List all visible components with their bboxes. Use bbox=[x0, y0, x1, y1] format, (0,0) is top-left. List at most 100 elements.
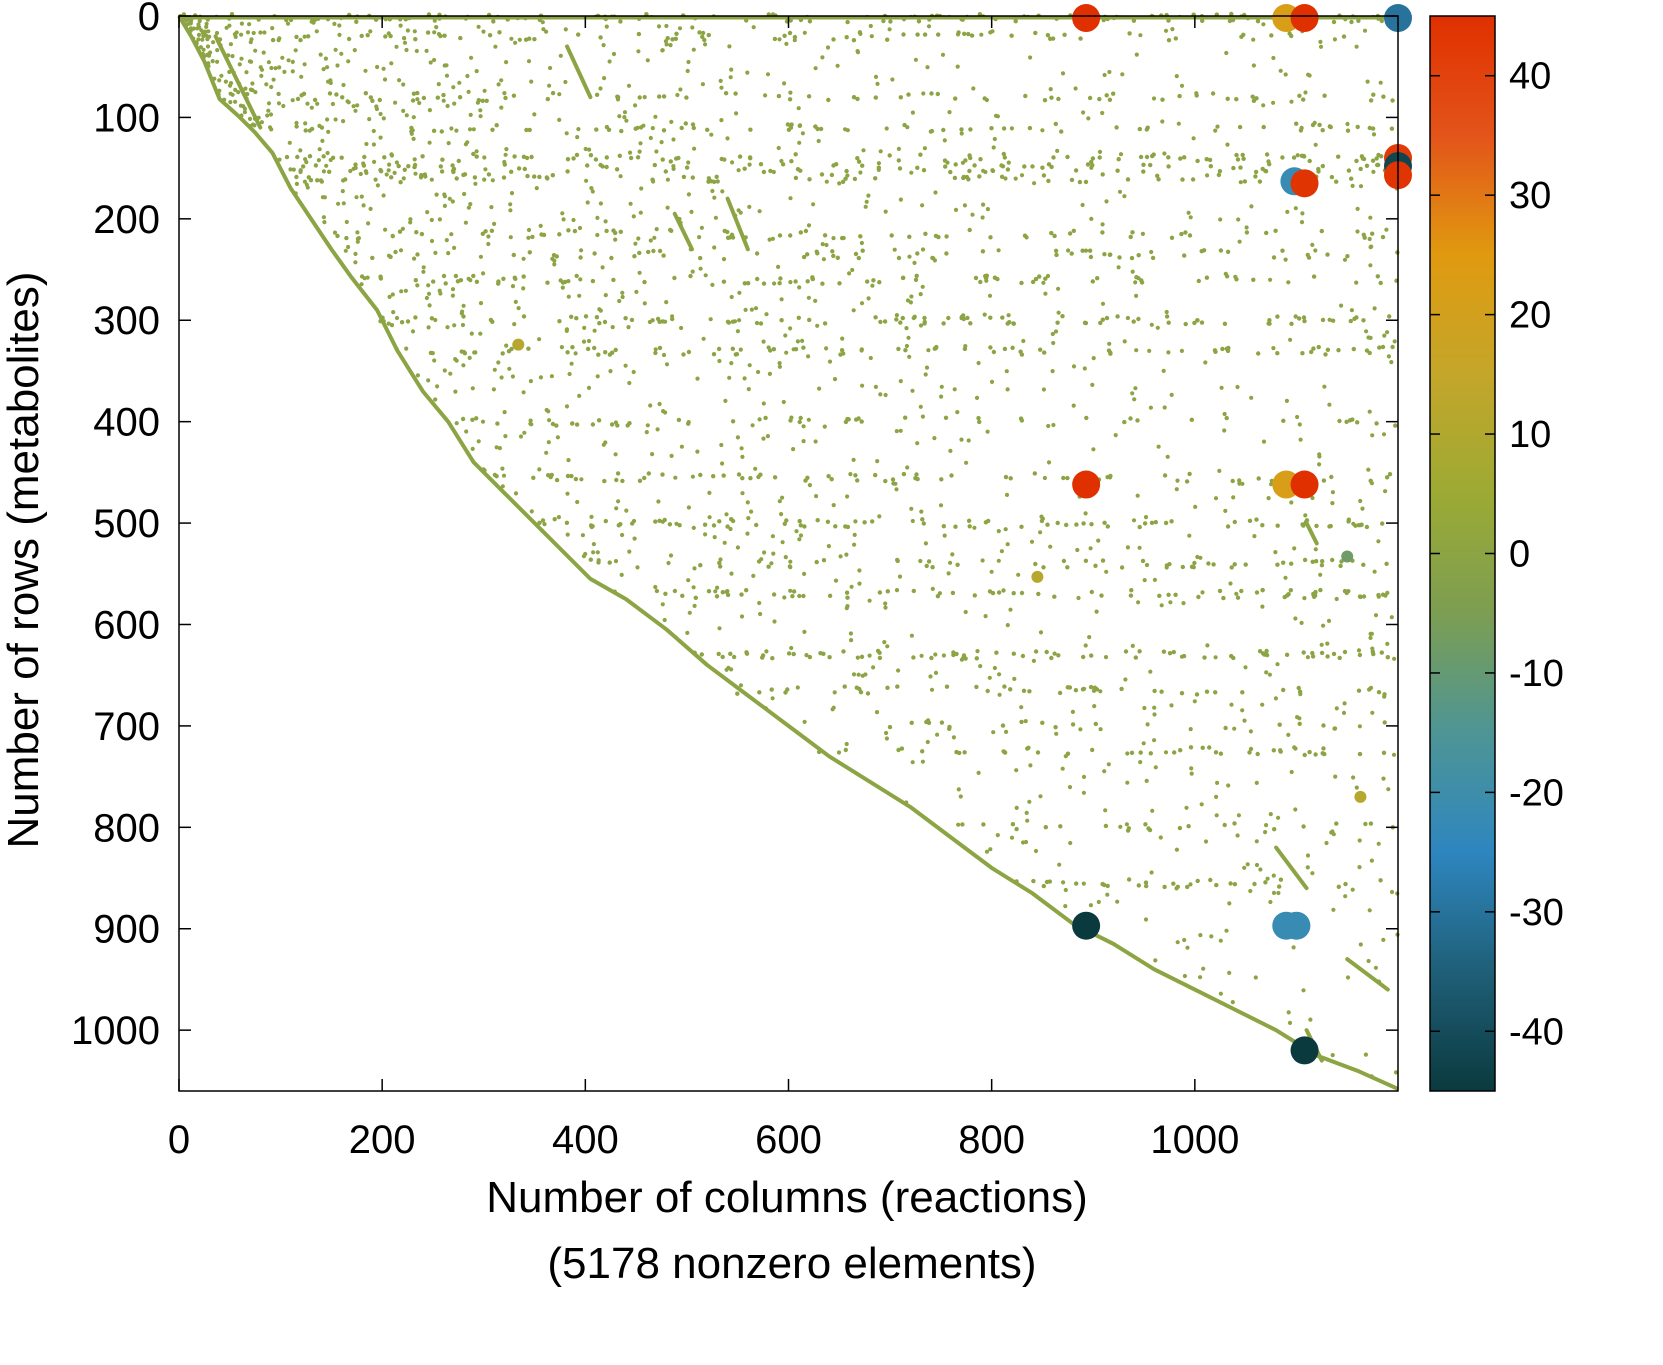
data-point bbox=[354, 195, 359, 200]
data-point bbox=[1147, 827, 1153, 833]
data-point bbox=[570, 345, 575, 350]
data-point bbox=[635, 565, 640, 570]
data-point bbox=[851, 38, 857, 43]
data-point bbox=[509, 191, 515, 196]
data-point bbox=[1297, 721, 1302, 726]
data-point bbox=[1369, 1074, 1374, 1079]
data-point bbox=[1036, 591, 1041, 597]
data-point bbox=[468, 202, 473, 207]
data-point bbox=[637, 95, 642, 100]
data-point bbox=[798, 230, 803, 235]
data-point bbox=[1055, 320, 1060, 325]
data-point bbox=[1070, 709, 1075, 715]
data-point bbox=[1115, 168, 1120, 173]
data-point bbox=[1028, 55, 1033, 60]
data-point bbox=[483, 229, 488, 234]
data-point bbox=[739, 592, 744, 597]
data-point bbox=[1003, 527, 1008, 532]
data-point bbox=[1379, 18, 1385, 24]
data-point bbox=[1136, 276, 1141, 281]
data-point bbox=[807, 317, 812, 323]
data-point bbox=[1389, 360, 1394, 365]
data-point bbox=[620, 532, 625, 538]
data-point bbox=[393, 100, 398, 105]
data-point bbox=[1331, 19, 1337, 25]
data-point bbox=[1364, 524, 1370, 530]
data-point bbox=[309, 19, 314, 24]
data-point bbox=[578, 255, 583, 260]
data-point bbox=[1225, 249, 1231, 254]
data-point bbox=[987, 675, 992, 680]
data-point bbox=[1001, 151, 1006, 157]
x-tick-label: 400 bbox=[552, 1118, 619, 1162]
data-point bbox=[844, 552, 849, 557]
data-point bbox=[853, 473, 858, 478]
data-point bbox=[1241, 156, 1246, 161]
data-point bbox=[946, 315, 951, 321]
data-point bbox=[463, 142, 468, 147]
highlight-point bbox=[1072, 470, 1101, 499]
data-point bbox=[387, 162, 392, 167]
data-point bbox=[305, 101, 310, 106]
data-point bbox=[868, 23, 873, 29]
data-point bbox=[743, 307, 748, 312]
data-point bbox=[503, 434, 508, 439]
data-point bbox=[1302, 557, 1308, 563]
data-point bbox=[681, 174, 687, 180]
data-point bbox=[845, 416, 850, 422]
data-point bbox=[997, 692, 1002, 697]
data-point bbox=[955, 32, 961, 37]
data-point bbox=[829, 477, 834, 482]
data-point bbox=[318, 178, 323, 183]
data-point bbox=[967, 524, 972, 529]
data-point bbox=[501, 175, 507, 180]
data-point bbox=[915, 165, 920, 170]
data-point bbox=[865, 691, 871, 696]
data-point bbox=[758, 611, 763, 617]
data-point bbox=[652, 162, 657, 168]
data-point bbox=[1208, 164, 1214, 169]
data-point bbox=[1128, 234, 1133, 240]
data-point bbox=[1045, 522, 1050, 527]
data-point bbox=[624, 508, 629, 513]
data-point bbox=[365, 33, 370, 38]
data-point bbox=[933, 190, 938, 195]
data-point bbox=[1373, 613, 1379, 618]
data-point bbox=[928, 674, 933, 679]
data-point bbox=[802, 719, 807, 725]
data-point bbox=[1271, 255, 1277, 260]
data-point bbox=[517, 37, 522, 42]
data-point bbox=[1010, 822, 1016, 827]
data-point bbox=[529, 154, 534, 160]
data-point bbox=[389, 323, 395, 328]
data-point bbox=[667, 522, 673, 527]
data-point bbox=[494, 445, 499, 450]
data-point bbox=[712, 195, 717, 200]
data-point bbox=[474, 279, 480, 284]
data-point bbox=[196, 32, 202, 38]
data-point bbox=[1135, 493, 1140, 498]
data-point bbox=[742, 376, 747, 381]
data-point bbox=[1060, 71, 1066, 76]
data-point bbox=[1354, 158, 1359, 164]
data-point bbox=[701, 336, 706, 341]
data-point bbox=[378, 274, 383, 279]
data-point bbox=[1336, 154, 1341, 159]
data-point bbox=[545, 280, 550, 285]
data-point bbox=[1322, 384, 1327, 389]
data-point bbox=[686, 420, 691, 425]
data-point bbox=[985, 429, 990, 434]
data-point bbox=[250, 81, 255, 86]
data-point bbox=[281, 103, 286, 109]
streak-series bbox=[1274, 845, 1309, 891]
data-point bbox=[328, 157, 333, 163]
data-point bbox=[626, 325, 631, 330]
data-point bbox=[442, 203, 447, 208]
data-point bbox=[1066, 248, 1071, 253]
data-point bbox=[1000, 315, 1005, 320]
data-point bbox=[1041, 883, 1047, 889]
data-point bbox=[361, 203, 366, 208]
sparse-points bbox=[178, 11, 1400, 1079]
data-point bbox=[821, 257, 827, 262]
data-point bbox=[789, 159, 794, 164]
